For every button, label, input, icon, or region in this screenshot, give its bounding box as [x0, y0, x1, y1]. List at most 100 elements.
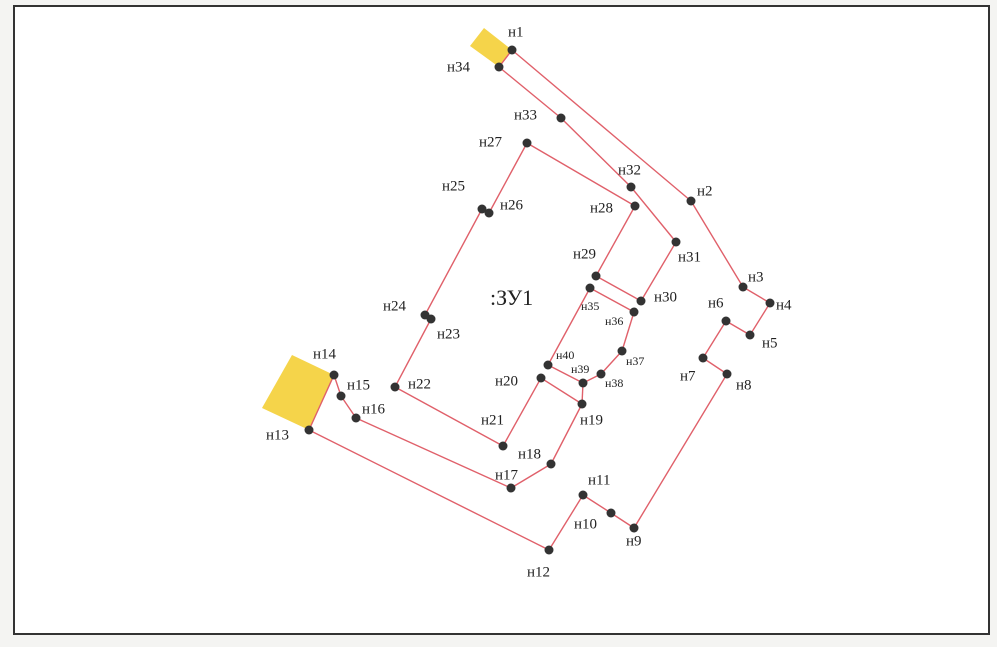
- boundary-line: [725, 320, 751, 336]
- point-label: н33: [514, 107, 537, 123]
- boundary-line: [595, 275, 642, 302]
- boundary-line: [749, 302, 771, 336]
- point-label: н15: [347, 377, 370, 393]
- boundary-line: [308, 374, 335, 431]
- boundary-point: [721, 316, 731, 326]
- boundary-line: [550, 403, 583, 465]
- boundary-point: [420, 310, 430, 320]
- point-label: н19: [580, 412, 603, 428]
- point-label: н1: [508, 24, 524, 40]
- boundary-point: [329, 370, 339, 380]
- boundary-point: [498, 441, 508, 451]
- boundary-point: [617, 346, 627, 356]
- boundary-point: [494, 62, 504, 72]
- boundary-point: [536, 373, 546, 383]
- boundary-line: [424, 208, 483, 316]
- point-label: н12: [527, 564, 550, 580]
- boundary-point: [484, 208, 494, 218]
- boundary-line: [621, 311, 635, 352]
- highlight-area: [470, 28, 512, 67]
- boundary-point: [578, 378, 588, 388]
- point-label: н10: [574, 516, 597, 532]
- point-label: н23: [437, 326, 460, 342]
- boundary-point: [556, 113, 566, 123]
- boundary-point: [606, 508, 616, 518]
- point-label: н36: [605, 314, 623, 328]
- boundary-line: [394, 386, 504, 447]
- boundary-line: [502, 377, 542, 447]
- boundary-line: [548, 494, 584, 551]
- point-label: н29: [573, 246, 596, 262]
- point-label: н30: [654, 289, 677, 305]
- point-label: н17: [495, 467, 519, 483]
- boundary-line: [488, 142, 528, 214]
- boundary-point: [671, 237, 681, 247]
- boundary-line: [308, 429, 550, 551]
- boundary-line: [547, 364, 584, 384]
- boundary-line: [394, 318, 432, 388]
- boundary-point: [522, 138, 532, 148]
- point-label: н13: [266, 427, 289, 443]
- point-label: н6: [708, 295, 724, 311]
- boundary-point: [477, 204, 487, 214]
- point-label: н38: [605, 376, 623, 390]
- boundary-line: [702, 357, 728, 375]
- boundary-line: [702, 320, 727, 359]
- boundary-point: [698, 353, 708, 363]
- boundary-line: [630, 186, 677, 243]
- boundary-point: [336, 391, 346, 401]
- boundary-point: [626, 182, 636, 192]
- point-label: н22: [408, 376, 431, 392]
- boundary-line: [742, 286, 771, 304]
- boundary-point: [304, 425, 314, 435]
- point-label: н21: [481, 412, 504, 428]
- frame: [13, 5, 990, 635]
- boundary-point: [578, 490, 588, 500]
- boundary-point: [745, 330, 755, 340]
- point-label: н28: [590, 200, 613, 216]
- boundary-point: [629, 307, 639, 317]
- boundary-line: [511, 49, 692, 202]
- boundary-line: [355, 417, 512, 489]
- boundary-point: [765, 298, 775, 308]
- boundary-point: [351, 413, 361, 423]
- boundary-point: [629, 523, 639, 533]
- boundary-point: [577, 399, 587, 409]
- boundary-line: [510, 463, 552, 489]
- boundary-point: [543, 360, 553, 370]
- highlight-area: [262, 355, 334, 430]
- boundary-point: [596, 369, 606, 379]
- point-label: н14: [313, 346, 337, 362]
- boundary-line: [589, 287, 635, 313]
- boundary-line: [600, 350, 623, 375]
- point-label: н27: [479, 134, 503, 150]
- boundary-line: [540, 377, 583, 405]
- boundary-point: [738, 282, 748, 292]
- boundary-point: [722, 369, 732, 379]
- point-label: н8: [736, 377, 752, 393]
- boundary-point: [686, 196, 696, 206]
- boundary-line: [526, 142, 636, 207]
- boundary-point: [506, 483, 516, 493]
- boundary-point: [544, 545, 554, 555]
- point-label: н18: [518, 446, 541, 462]
- point-label: н39: [571, 362, 589, 376]
- point-label: н11: [588, 472, 610, 488]
- point-label: н2: [697, 183, 713, 199]
- boundary-point: [585, 283, 595, 293]
- boundary-line: [547, 287, 591, 366]
- boundary-point: [390, 382, 400, 392]
- boundary-line: [690, 200, 744, 288]
- point-label: н5: [762, 335, 778, 351]
- boundary-point: [507, 45, 517, 55]
- point-label: н24: [383, 298, 407, 314]
- boundary-line: [498, 66, 562, 119]
- point-label: н31: [678, 249, 701, 265]
- point-label: н20: [495, 373, 518, 389]
- point-label: н7: [680, 368, 696, 384]
- boundary-point: [636, 296, 646, 306]
- boundary-line: [595, 205, 636, 277]
- boundary-point: [546, 459, 556, 469]
- boundary-line: [633, 373, 728, 529]
